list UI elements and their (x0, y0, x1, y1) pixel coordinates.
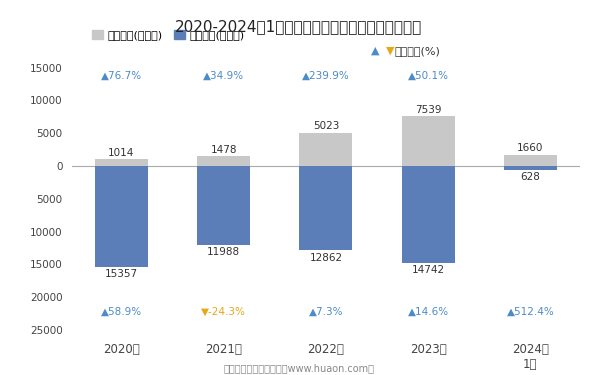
Text: 14742: 14742 (411, 265, 445, 275)
Text: ▲34.9%: ▲34.9% (203, 70, 244, 80)
Text: ▲58.9%: ▲58.9% (101, 307, 142, 316)
Text: 制图：华经产业研究院（www.huaon.com）: 制图：华经产业研究院（www.huaon.com） (224, 363, 374, 373)
Text: 7539: 7539 (415, 105, 441, 115)
Text: ▲14.6%: ▲14.6% (408, 307, 448, 316)
Text: 1660: 1660 (517, 143, 544, 153)
Bar (402, 117, 454, 166)
Text: 2020-2024年1月江苏海安保税物流中心进、出口额: 2020-2024年1月江苏海安保税物流中心进、出口额 (175, 19, 423, 34)
Bar (95, 166, 148, 267)
Bar (300, 166, 352, 250)
Text: ▲50.1%: ▲50.1% (408, 70, 448, 80)
Bar (95, 159, 148, 166)
Bar (402, 166, 454, 262)
Bar (197, 156, 250, 166)
Bar (300, 133, 352, 166)
Text: 5023: 5023 (313, 122, 339, 131)
Bar (504, 166, 557, 170)
Text: 1014: 1014 (108, 148, 135, 158)
Bar (197, 166, 250, 244)
Text: ▲76.7%: ▲76.7% (101, 70, 142, 80)
Bar (504, 155, 557, 166)
Text: 628: 628 (520, 172, 541, 182)
Text: 12862: 12862 (309, 253, 343, 262)
Text: ▲512.4%: ▲512.4% (507, 307, 554, 316)
Text: ▲239.9%: ▲239.9% (302, 70, 350, 80)
Text: ▼: ▼ (386, 46, 394, 56)
Text: 11988: 11988 (207, 247, 240, 257)
Text: ▲: ▲ (371, 46, 379, 56)
Text: 同比增速(%): 同比增速(%) (395, 46, 441, 56)
Text: 1478: 1478 (210, 145, 237, 154)
Legend: 出口总额(万美元), 进口总额(万美元): 出口总额(万美元), 进口总额(万美元) (87, 26, 249, 45)
Text: ▼-24.3%: ▼-24.3% (202, 307, 246, 316)
Text: 15357: 15357 (105, 269, 138, 279)
Text: ▲7.3%: ▲7.3% (309, 307, 343, 316)
